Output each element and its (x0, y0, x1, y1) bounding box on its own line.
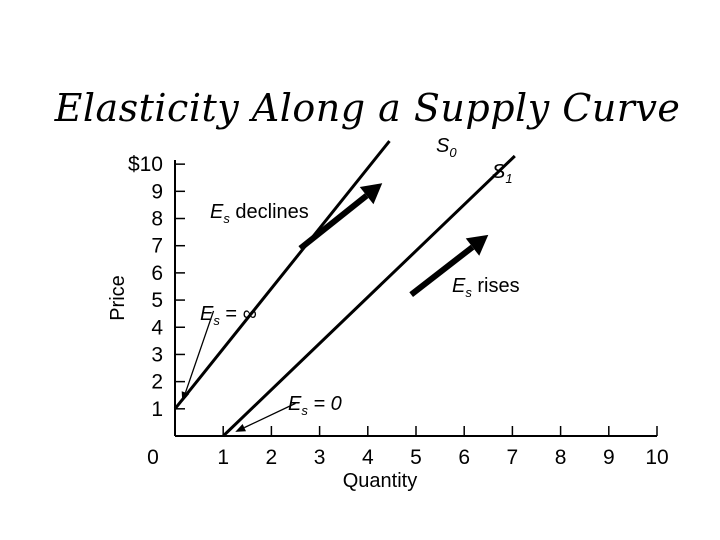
annotation-declines: Es declines (210, 201, 309, 226)
y-tick-label: 2 (151, 371, 163, 394)
tick-labels: 1 2 3 4 5 6 7 8 9 $10 0 1 2 3 4 5 6 7 8 9 10 Quantity Price (107, 153, 669, 492)
x-tick-label: 3 (314, 446, 326, 469)
curve-label-s1: S1 (492, 161, 513, 186)
annotations: S0 S1 Es declines Es rises Es = ∞ Es = 0 (200, 135, 520, 418)
y-tick-label: 6 (151, 262, 163, 285)
y-tick-label: 4 (151, 316, 163, 339)
x-tick-label: 8 (555, 446, 567, 469)
y-tick-label: 5 (151, 289, 163, 312)
supply-curve-s1 (222, 154, 516, 438)
annotation-zero: Es = 0 (288, 393, 342, 418)
x-tick-label: 5 (410, 446, 422, 469)
curve-label-s0: S0 (436, 135, 457, 160)
x-tick-label: 2 (266, 446, 278, 469)
x-tick-label: 0 (147, 446, 159, 469)
zero-pointer (235, 402, 296, 432)
x-tick-label: 4 (362, 446, 374, 469)
infinite-pointer (181, 310, 215, 403)
x-tick-label: 9 (603, 446, 615, 469)
x-tick-label: 10 (645, 446, 668, 469)
y-tick-label: 7 (151, 235, 163, 258)
direction-arrows (181, 183, 489, 432)
rises-arrow (409, 234, 489, 298)
x-tick-label: 7 (507, 446, 519, 469)
x-tick-label: 1 (217, 446, 229, 469)
x-axis-title: Quantity (343, 470, 417, 492)
chart-title: Elasticity Along a Supply Curve (54, 86, 681, 130)
supply-curves (173, 140, 516, 438)
supply-curve-s0 (173, 140, 391, 410)
y-tick-label: 1 (151, 398, 163, 421)
y-axis-title: Price (107, 275, 129, 321)
y-tick-label: 9 (151, 180, 163, 203)
x-tick-label: 6 (458, 446, 470, 469)
y-tick-label: $10 (128, 153, 163, 176)
declines-arrow (298, 183, 383, 251)
y-tick-label: 8 (151, 208, 163, 231)
annotation-rises: Es rises (452, 275, 520, 300)
y-tick-label: 3 (151, 343, 163, 366)
annotation-infinite: Es = ∞ (200, 303, 257, 328)
